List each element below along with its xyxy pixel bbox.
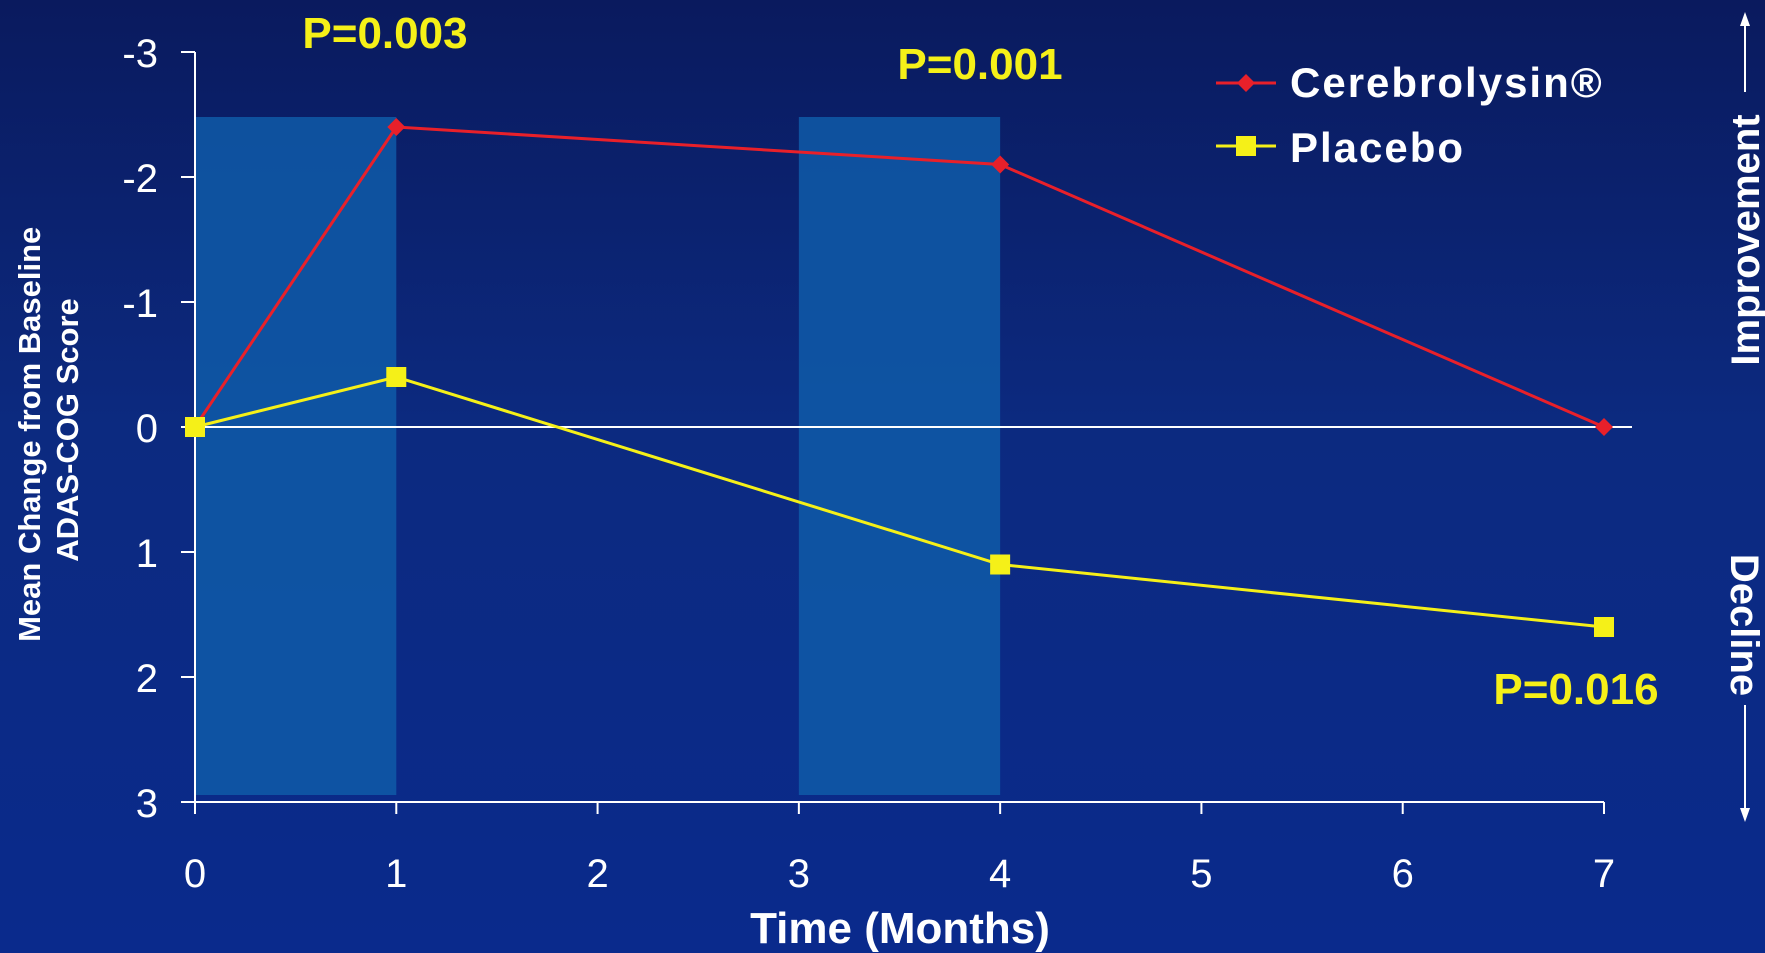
- shaded-range-1: [798, 117, 1001, 795]
- legend-label-placebo: Placebo: [1290, 124, 1465, 171]
- point-cerebrolysin: [1595, 418, 1613, 436]
- y-ticks: -3 -2 -1 0 1 2 3: [122, 32, 195, 826]
- point-placebo: [185, 417, 205, 437]
- point-cerebrolysin: [387, 118, 406, 136]
- series-layer: [185, 118, 1614, 637]
- shaded-ranges: [195, 117, 1001, 795]
- x-tick-label: 0: [184, 852, 206, 896]
- x-tick-label: 2: [586, 852, 608, 896]
- y-tick-label: 2: [136, 657, 158, 701]
- arrow-up-icon: [1740, 12, 1750, 26]
- x-tick-label: 4: [989, 852, 1011, 896]
- y-axis-label-line-2: ADAS-COG Score: [50, 298, 85, 562]
- point-placebo: [1594, 617, 1614, 637]
- y-tick-label: 1: [136, 532, 158, 576]
- legend-marker-cerebrolysin: [1237, 74, 1255, 92]
- point-placebo: [386, 367, 407, 387]
- point-cerebrolysin: [991, 155, 1010, 174]
- legend-marker-placebo: [1236, 136, 1256, 156]
- series-line-placebo: [194, 375, 1605, 629]
- y-axis-label-line-1: Mean Change from Baseline: [12, 227, 47, 642]
- y-tick-label: -3: [122, 32, 158, 76]
- annotation-p-0001: P=0.001: [897, 40, 1062, 89]
- legend: Cerebrolysin® Placebo: [1216, 59, 1604, 171]
- x-tick-label: 6: [1392, 852, 1414, 896]
- annotation-p-0016: P=0.016: [1493, 665, 1658, 714]
- y-tick-label: -2: [122, 157, 158, 201]
- decline-label: Decline: [1722, 554, 1765, 696]
- x-tick-label: 7: [1593, 852, 1615, 896]
- series-line-cerebrolysin: [193, 125, 1605, 429]
- legend-label-cerebrolysin: Cerebrolysin®: [1290, 59, 1604, 106]
- y-axis-label: Mean Change from Baseline ADAS-COG Score: [12, 218, 85, 642]
- x-tick-label: 1: [385, 852, 407, 896]
- arrow-down-icon: [1740, 808, 1750, 822]
- x-tick-label: 5: [1190, 852, 1212, 896]
- improvement-label: Improvement: [1724, 114, 1765, 365]
- y-tick-label: 0: [136, 407, 158, 451]
- x-axis-label: Time (Months): [750, 904, 1050, 953]
- annotation-p-0003: P=0.003: [302, 9, 467, 58]
- y-tick-label: -1: [122, 282, 158, 326]
- x-tick-label: 3: [788, 852, 810, 896]
- direction-indicator: Improvement Decline: [1722, 12, 1765, 822]
- x-ticks: 0 1 2 3 4 5 6 7: [184, 802, 1615, 896]
- point-placebo: [990, 554, 1011, 575]
- shaded-range-0: [195, 117, 397, 795]
- y-tick-label: 3: [136, 782, 158, 826]
